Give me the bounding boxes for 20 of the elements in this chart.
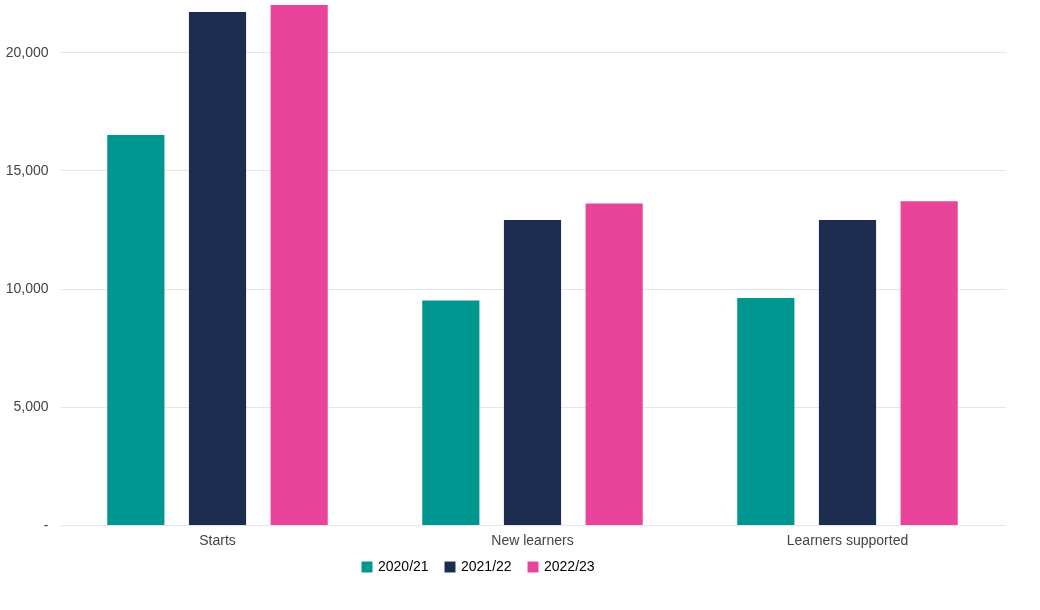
legend-label: 2022/23	[544, 558, 595, 574]
legend-label: 2020/21	[378, 558, 429, 574]
bar	[107, 135, 165, 525]
bar	[270, 5, 328, 525]
y-tick-label: 10,000	[5, 280, 49, 297]
y-tick-label: 15,000	[5, 161, 49, 178]
bar	[503, 220, 562, 525]
bar	[585, 203, 643, 525]
x-tick-label: Learners supported	[786, 531, 909, 548]
y-tick-label: 20,000	[5, 43, 49, 60]
y-tick-label: 5,000	[13, 398, 49, 415]
legend-label: 2021/22	[461, 558, 512, 574]
bar	[818, 220, 877, 525]
x-tick-label: Starts	[199, 531, 236, 548]
x-tick-label: New learners	[491, 531, 574, 548]
bar	[188, 12, 247, 525]
bar	[737, 298, 795, 525]
bar	[900, 201, 958, 525]
bar	[422, 300, 480, 525]
y-tick-label: -	[43, 516, 49, 533]
